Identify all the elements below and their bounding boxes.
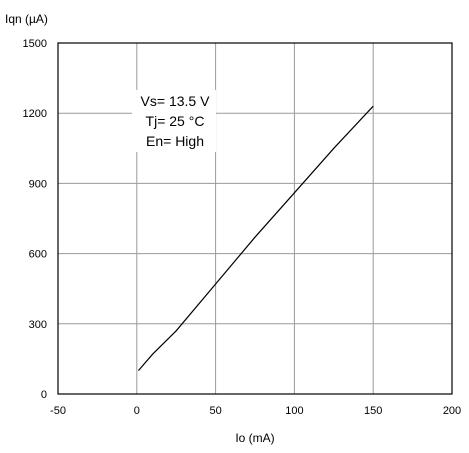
y-tick-label: 900: [29, 178, 47, 190]
y-tick-label: 300: [29, 319, 47, 331]
x-tick-label: 100: [285, 405, 303, 417]
annotation-box: [132, 90, 216, 152]
series-group: [137, 105, 374, 371]
x-tick-label: 150: [364, 405, 382, 417]
annotation-tj: Tj= 25 °C: [146, 113, 205, 129]
y-tick-label: 600: [29, 249, 47, 261]
y-axis-title: Iqn (µA): [5, 12, 48, 26]
annotation-vs: Vs= 13.5 V: [141, 93, 211, 109]
x-tick-label: 200: [443, 405, 461, 417]
x-tick-labels: -50 0 50 100 150 200: [50, 405, 461, 417]
x-tick-label: 50: [209, 405, 221, 417]
x-axis-title: Io (mA): [235, 431, 274, 445]
grid: [58, 43, 452, 394]
y-tick-label: 1200: [23, 108, 47, 120]
y-tick-label: 1500: [23, 38, 47, 50]
plot-area-border: [57, 42, 453, 395]
x-tick-label: 0: [134, 405, 140, 417]
series-line-0: [137, 105, 374, 371]
annotation-en: En= High: [146, 133, 204, 149]
y-tick-labels: 0 300 600 900 1200 1500: [23, 38, 47, 401]
y-tick-label: 0: [41, 389, 47, 401]
x-tick-label: -50: [50, 405, 66, 417]
